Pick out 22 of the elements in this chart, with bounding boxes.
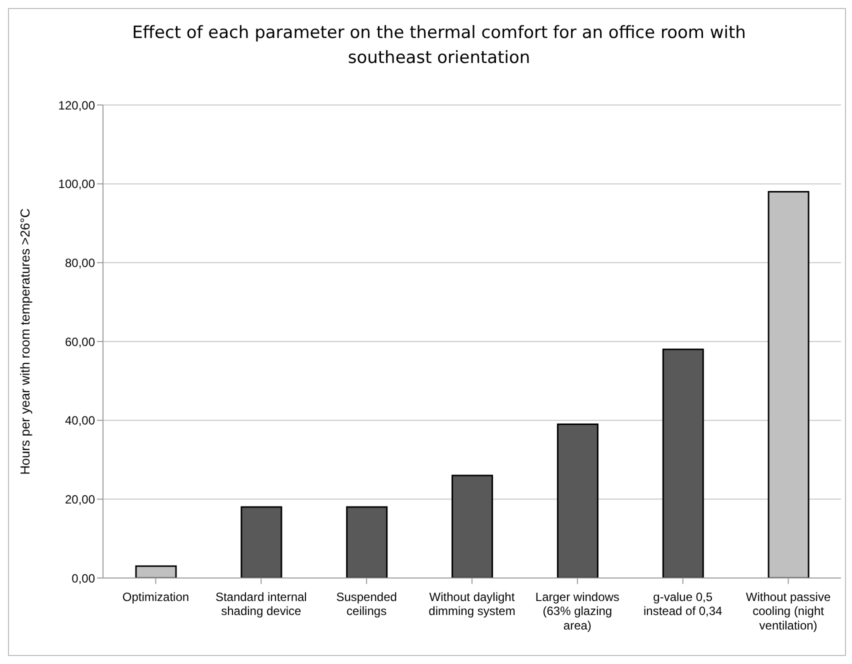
y-tick-label: 60,00 bbox=[64, 334, 96, 349]
y-tick-label: 100,00 bbox=[58, 177, 96, 192]
y-axis-title: Hours per year with room temperatures >26°C bbox=[18, 208, 33, 475]
y-tick-label: 120,00 bbox=[58, 98, 96, 112]
x-tick-label: Larger windows (63% glazing area) bbox=[535, 590, 620, 633]
y-tick-label: 20,00 bbox=[64, 492, 96, 506]
y-tick-label: 80,00 bbox=[64, 256, 96, 270]
x-tick-label: Without passive cooling (night ventilation) bbox=[746, 590, 831, 633]
x-tick-label: Suspended ceilings bbox=[336, 590, 397, 618]
bar bbox=[135, 565, 177, 578]
bar bbox=[662, 348, 704, 578]
x-tick-label: Optimization bbox=[122, 590, 190, 604]
y-tick-label: 0,00 bbox=[72, 571, 96, 586]
x-tick-label: g-value 0,5 instead of 0,34 bbox=[643, 590, 723, 618]
x-tick-label: Without daylight dimming system bbox=[428, 590, 516, 618]
bar bbox=[556, 424, 598, 578]
bar bbox=[452, 474, 494, 578]
bar bbox=[240, 506, 282, 578]
bar bbox=[346, 506, 388, 578]
chart-title: Effect of each parameter on the thermal comfort for an office room with southeast orientation bbox=[131, 22, 747, 70]
x-tick-label: Standard internal shading device bbox=[215, 590, 307, 618]
y-tick-label: 40,00 bbox=[64, 414, 96, 428]
